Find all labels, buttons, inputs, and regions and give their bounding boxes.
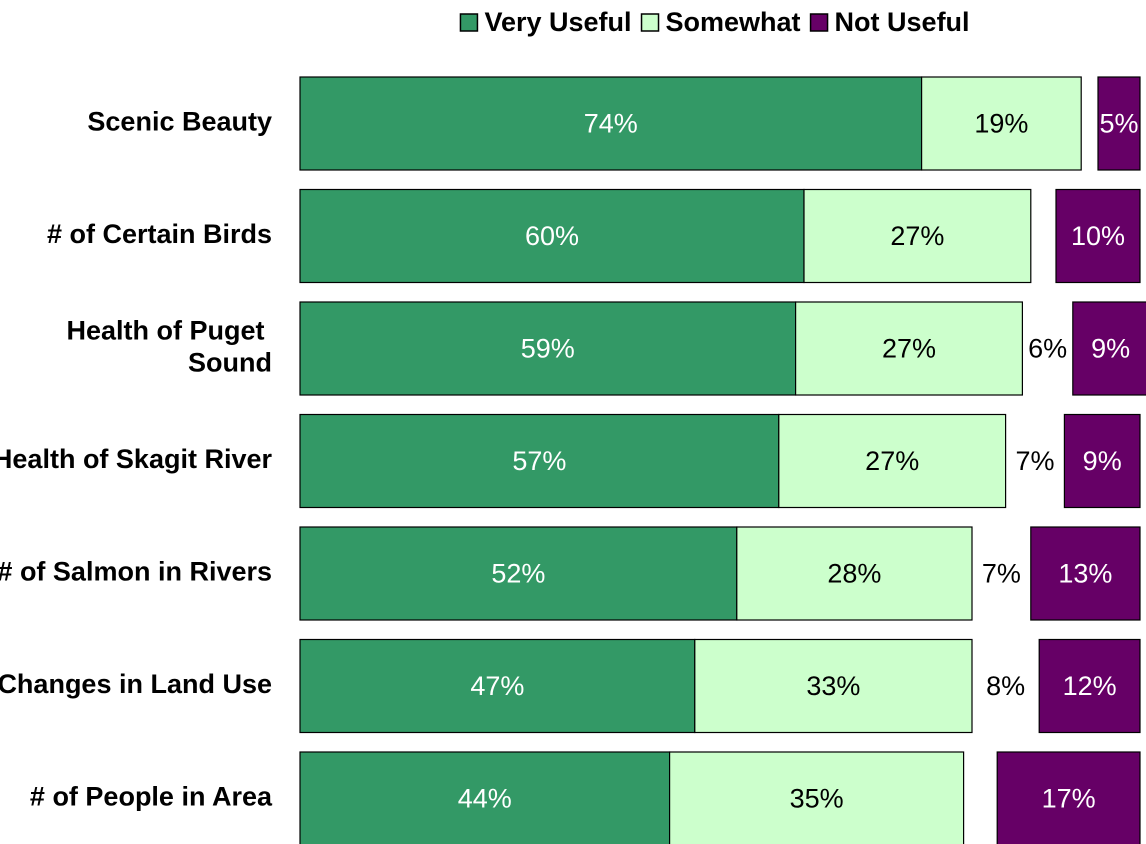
value-label: 17% [1042, 784, 1096, 814]
legend-label: Not Useful [835, 7, 970, 37]
bar-segment [299, 751, 671, 844]
bar-segment [1072, 301, 1146, 396]
value-label: 8% [986, 671, 1025, 701]
bar-segment [1097, 76, 1141, 171]
category-label: Changes in Land Use [0, 669, 272, 699]
value-label: 7% [982, 559, 1021, 589]
value-label: 44% [458, 784, 512, 814]
bar-segment [299, 301, 797, 396]
value-label: 13% [1058, 559, 1112, 589]
value-label: 74% [584, 109, 638, 139]
value-label: 27% [890, 221, 944, 251]
bar-segment [299, 413, 780, 509]
value-label: 27% [865, 446, 919, 476]
bar-segment [964, 752, 998, 844]
value-label: 9% [1091, 334, 1130, 364]
category-label: # of Salmon in Rivers [0, 557, 272, 587]
bar-segment [778, 413, 1007, 509]
bar-segment [299, 188, 805, 284]
bar-segment [1038, 638, 1141, 734]
bar-segment [1031, 190, 1056, 283]
bar-segment [1081, 77, 1098, 170]
value-label: 60% [525, 221, 579, 251]
value-label: 27% [882, 334, 936, 364]
bar-segment [736, 526, 973, 621]
legend-swatch [459, 13, 479, 32]
category-label: Scenic Beauty [87, 107, 272, 137]
value-label: 5% [1099, 109, 1138, 139]
bar-segment [920, 76, 1082, 171]
bar-segment [794, 301, 1023, 396]
category-label: # of People in Area [30, 782, 273, 812]
bar-segment [996, 751, 1141, 844]
value-label: 9% [1083, 446, 1122, 476]
category-label: # of Certain Birds [47, 219, 272, 249]
legend-label: Somewhat [666, 7, 801, 37]
value-label: 33% [806, 671, 860, 701]
bar-segment [694, 638, 973, 734]
value-label: 47% [470, 671, 524, 701]
legend-swatch [809, 13, 829, 32]
bar-segment [1063, 413, 1141, 509]
bar-segment [299, 526, 738, 621]
value-label: 59% [521, 334, 575, 364]
bar-segment [803, 188, 1032, 284]
value-label: 19% [974, 109, 1028, 139]
value-label: 52% [491, 559, 545, 589]
legend-swatch [640, 13, 660, 32]
value-label: 10% [1071, 221, 1125, 251]
bar-segment [299, 76, 923, 171]
legend: Very Useful Somewhat Not Useful [459, 7, 970, 37]
legend-label: Very Useful [484, 7, 631, 37]
value-label: 35% [790, 784, 844, 814]
value-label: 28% [827, 559, 881, 589]
bar-segment [668, 751, 965, 844]
value-label: 7% [1015, 446, 1054, 476]
bar-segment [1030, 526, 1141, 621]
value-label: 6% [1028, 334, 1067, 364]
value-label: 12% [1063, 671, 1117, 701]
category-label: Health of Skagit River [0, 444, 272, 474]
value-label: 57% [512, 446, 566, 476]
bar-segment [1055, 188, 1141, 284]
category-label: Health of Puget Sound [66, 316, 272, 378]
